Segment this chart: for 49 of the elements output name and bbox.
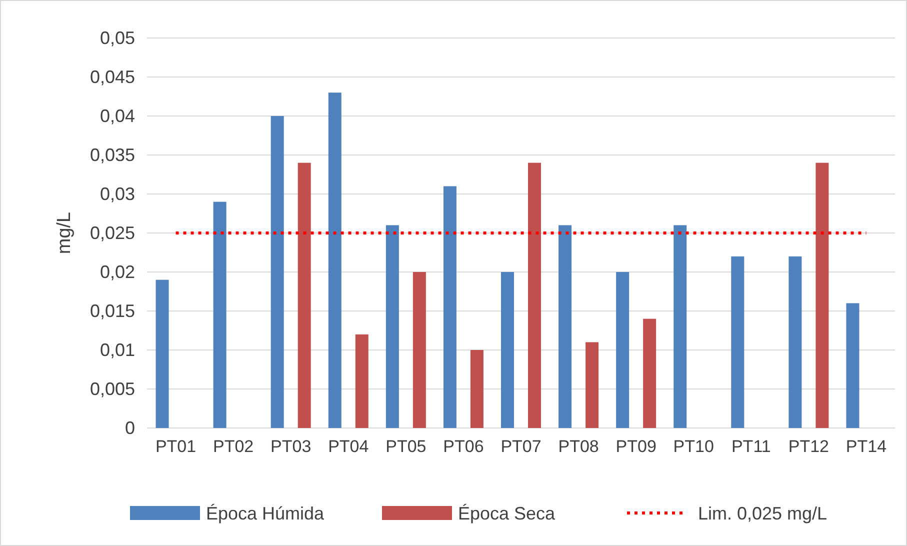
x-tick-label: PT05 <box>386 437 426 456</box>
legend-label: Época Húmida <box>206 503 326 524</box>
y-tick-label: 0,045 <box>90 66 135 87</box>
y-tick-label: 0,015 <box>90 300 135 321</box>
y-tick-label: 0,03 <box>100 184 135 204</box>
x-tick-label: PT02 <box>212 437 254 456</box>
bar <box>270 116 284 428</box>
bar <box>156 280 169 428</box>
bar <box>643 318 656 428</box>
bar <box>788 256 802 428</box>
y-tick-label: 0,035 <box>90 144 135 165</box>
x-tick-label: PT04 <box>328 437 369 456</box>
y-tick-label: 0,05 <box>100 28 135 48</box>
legend-label: Época Seca <box>458 503 556 524</box>
bar <box>412 272 426 428</box>
bar <box>586 342 599 428</box>
bar <box>558 225 572 428</box>
bar <box>616 272 630 428</box>
x-tick-label: PT10 <box>673 437 714 456</box>
bar <box>528 162 541 428</box>
y-tick-label: 0,005 <box>90 378 135 399</box>
bar <box>470 350 484 428</box>
bar <box>443 186 456 428</box>
y-tick-label: 0 <box>124 418 135 438</box>
bar <box>674 225 687 428</box>
x-tick-label: PT01 <box>155 437 196 456</box>
x-tick-label: PT06 <box>443 437 484 456</box>
legend-label: Lim. 0,025 mg/L <box>698 503 828 524</box>
y-axis-title: mg/L <box>54 212 75 254</box>
bar <box>213 202 226 428</box>
y-tick-label: 0,01 <box>100 340 135 360</box>
x-tick-label: PT14 <box>846 437 887 456</box>
bar <box>731 256 744 428</box>
x-tick-label: PT03 <box>270 437 312 456</box>
bar <box>816 162 829 428</box>
x-tick-label: PT08 <box>558 437 599 456</box>
bar <box>355 334 368 428</box>
y-tick-label: 0,025 <box>90 222 135 243</box>
y-tick-label: 0,04 <box>100 106 135 126</box>
bar <box>328 92 342 428</box>
y-tick-label: 0,02 <box>100 262 135 282</box>
x-tick-label: PT12 <box>788 437 830 456</box>
x-tick-label: PT07 <box>500 437 542 456</box>
x-tick-label: PT11 <box>731 437 771 456</box>
bar <box>846 303 860 428</box>
x-tick-label: PT09 <box>616 437 656 456</box>
bar <box>386 225 399 428</box>
bar <box>501 272 514 428</box>
bar <box>298 162 311 428</box>
